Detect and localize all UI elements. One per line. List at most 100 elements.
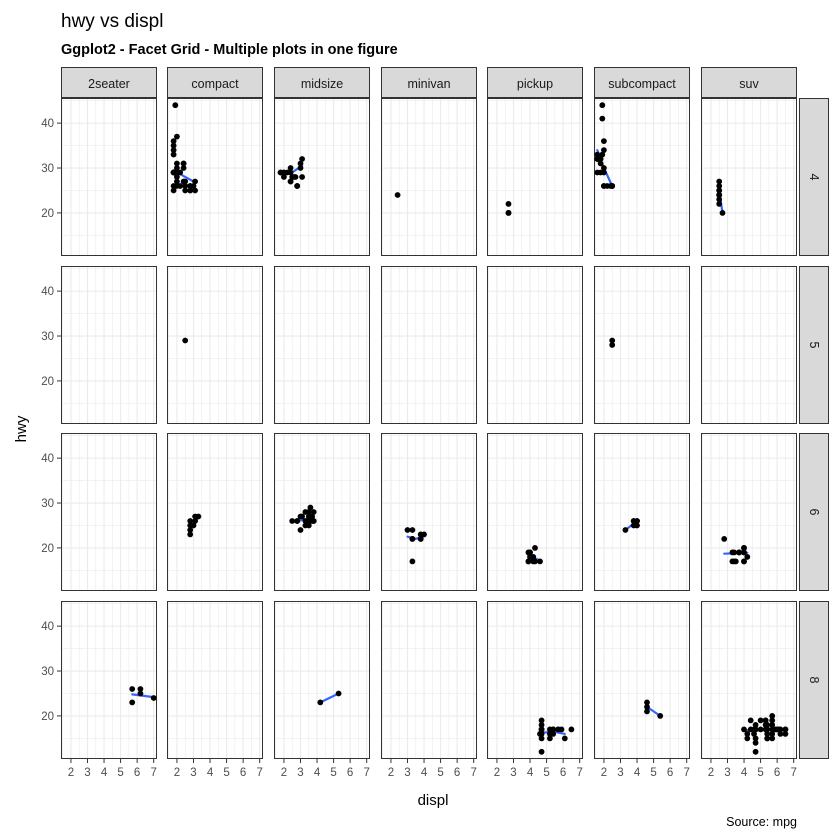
data-point (538, 726, 545, 733)
panel-background (167, 266, 263, 424)
panel-background (594, 601, 690, 759)
data-point (309, 518, 315, 524)
data-point (170, 138, 177, 145)
x-tick-label: 6 (240, 767, 246, 779)
facet-panel-5-2seater (61, 266, 157, 424)
strip-row-8 (799, 601, 829, 759)
panel-background (594, 98, 690, 256)
facet-panel-6-suv (701, 433, 797, 591)
x-tick-label: 2 (281, 767, 287, 779)
data-point (769, 731, 776, 737)
data-point (609, 337, 616, 344)
y-tick-label: 30 (41, 498, 54, 510)
facet-panels (61, 98, 797, 759)
panel-border (274, 433, 370, 591)
data-point (170, 169, 177, 176)
x-tick-label: 7 (790, 767, 796, 779)
data-point (597, 160, 604, 167)
strip-label: 5 (807, 342, 821, 349)
y-tick-label: 20 (41, 376, 54, 388)
panel-border (701, 433, 797, 591)
x-tick-label: 6 (774, 767, 780, 779)
panel-background (487, 433, 583, 591)
strip-minivan (381, 67, 477, 98)
facet-panel-6-pickup (487, 433, 583, 591)
facet-panel-5-pickup (487, 266, 583, 424)
x-tick-label: 5 (757, 767, 763, 779)
x-tick-label: 4 (314, 767, 321, 779)
data-point (297, 165, 304, 171)
data-point (764, 726, 771, 733)
x-tick-label: 3 (510, 767, 516, 779)
strip-label: midsize (301, 77, 343, 91)
facet-panel-8-compact (167, 601, 263, 759)
data-point (195, 513, 202, 520)
panel-background (167, 98, 263, 256)
panel-background (381, 266, 477, 424)
chart-title: hwy vs displ (61, 11, 163, 32)
data-point (609, 342, 616, 348)
panel-border (167, 266, 263, 424)
data-point (170, 142, 177, 149)
data-point (174, 174, 180, 180)
data-point (782, 726, 789, 733)
smooth-line (131, 693, 155, 699)
x-tick-label: 7 (576, 767, 582, 779)
data-point (741, 558, 747, 565)
data-point (174, 178, 180, 185)
data-point (530, 554, 537, 560)
series-6-subcompact (622, 518, 640, 533)
data-point (538, 748, 545, 755)
strip-compact (167, 67, 263, 98)
series-4-subcompact (594, 102, 616, 189)
data-point (310, 509, 317, 515)
x-tick-label: 6 (667, 767, 673, 779)
data-point (716, 201, 723, 207)
data-point (550, 731, 557, 737)
data-point (555, 726, 562, 733)
data-point (192, 178, 199, 185)
series-8-pickup (537, 717, 575, 755)
panel-background (61, 98, 157, 256)
data-point (547, 735, 553, 742)
data-point (180, 160, 187, 167)
data-point (180, 165, 187, 171)
facet-panel-6-2seater (61, 433, 157, 591)
data-point (299, 156, 305, 162)
panel-border (487, 433, 583, 591)
series-6-suv (721, 536, 751, 565)
series-5-compact (182, 337, 189, 344)
data-point (744, 735, 751, 742)
data-point (769, 713, 776, 719)
panel-background (167, 601, 263, 759)
panel-border (487, 266, 583, 424)
data-point (757, 726, 764, 733)
facet-panel-6-minivan (381, 433, 477, 591)
facet-panel-8-minivan (381, 601, 477, 759)
strip-label: 8 (807, 677, 821, 684)
series-4-minivan (394, 192, 401, 198)
facet-panel-8-2seater (61, 601, 157, 759)
data-point (187, 518, 194, 524)
data-point (782, 731, 789, 737)
panel-border (61, 266, 157, 424)
data-point (732, 558, 739, 565)
panel-border (487, 601, 583, 759)
data-point (302, 522, 309, 529)
data-point (532, 545, 538, 551)
data-point (505, 210, 512, 216)
data-point (538, 717, 545, 724)
panel-border (594, 601, 690, 759)
y-tick-label: 40 (41, 118, 54, 130)
panel-background (167, 433, 263, 591)
panel-border (381, 433, 477, 591)
facet-panel-6-subcompact (594, 433, 690, 591)
data-point (561, 735, 568, 742)
facet-panel-4-suv (701, 98, 797, 256)
x-tick-label: 7 (256, 767, 262, 779)
facet-panel-6-compact (167, 433, 263, 591)
y-tick-label: 40 (41, 453, 54, 465)
x-tick-label: 3 (84, 767, 90, 779)
data-point (757, 717, 764, 724)
